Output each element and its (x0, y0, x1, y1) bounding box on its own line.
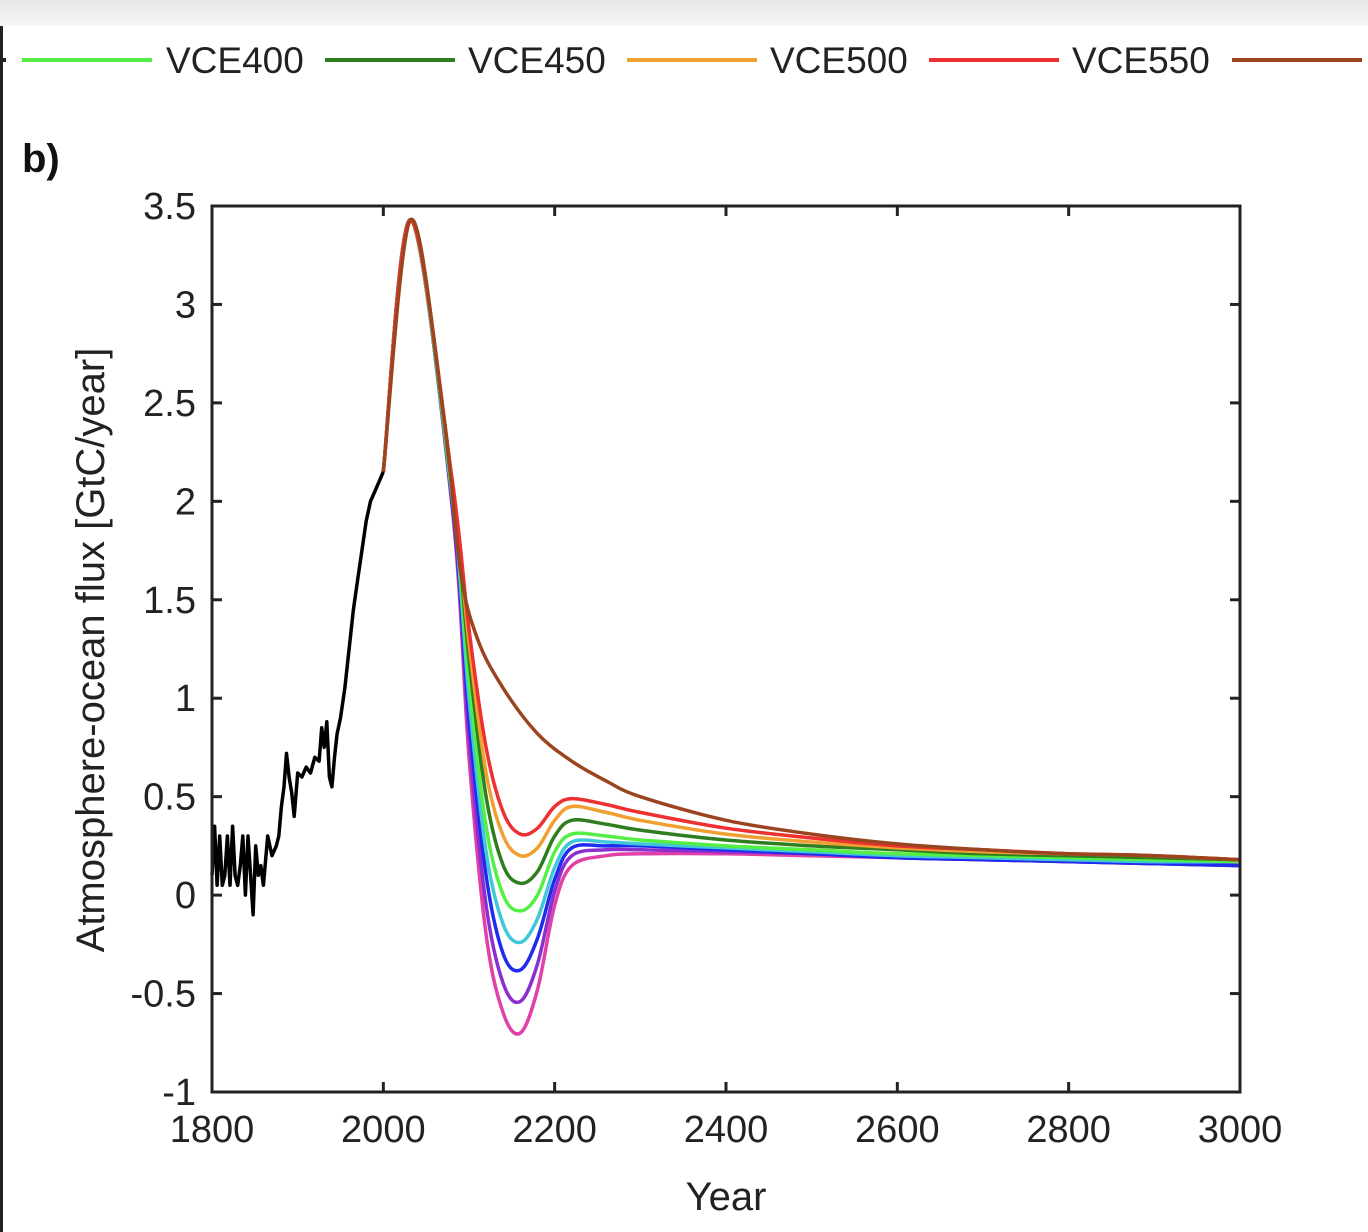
series-line-vce400 (381, 218, 1241, 913)
series-line-purple (381, 218, 1241, 1005)
y-tick-label: 0 (175, 875, 196, 917)
y-axis-title: Atmosphere-ocean flux [GtC/year] (69, 348, 113, 953)
x-tick-label: 2000 (341, 1109, 426, 1151)
x-tick-label: 3000 (1198, 1109, 1283, 1151)
series-line-vce500 (381, 218, 1241, 862)
axis-tick-labels: 1800 2000 2200 2400 2600 2800 3000 3.5 3 2.5 2 1.5 1… (131, 186, 1283, 1151)
series-line-vce450 (381, 218, 1241, 886)
series-line-magenta (381, 218, 1241, 1036)
y-tick-label: -1 (162, 1072, 196, 1114)
x-tick-label: 2800 (1026, 1109, 1111, 1151)
x-tick-label: 2600 (855, 1109, 940, 1151)
y-tick-label: -0.5 (131, 974, 196, 1016)
y-tick-label: 3 (175, 284, 196, 326)
legend-label-vce500: VCE500 (770, 40, 908, 81)
y-tick-label: 0.5 (143, 777, 196, 819)
x-tick-label: 1800 (170, 1109, 255, 1151)
plot-lines (210, 218, 1241, 1036)
y-tick-label: 3.5 (143, 186, 196, 228)
series-line-brown (381, 218, 1241, 862)
y-tick-label: 2.5 (143, 383, 196, 425)
y-tick-label: 1.5 (143, 580, 196, 622)
legend-label-vce550: VCE550 (1072, 40, 1210, 81)
x-axis-title: Year (686, 1175, 767, 1219)
series-line-historical (210, 471, 385, 917)
y-tick-label: 2 (175, 481, 196, 523)
x-tick-label: 2200 (512, 1109, 597, 1151)
plot-frame (210, 204, 1242, 1094)
legend-label-vce400: VCE400 (166, 40, 304, 81)
x-tick-label: 2400 (684, 1109, 769, 1151)
panel-label: b) (22, 137, 60, 181)
left-edge-border (0, 26, 3, 1232)
window-top-bar (0, 0, 1368, 26)
series-line-vce550 (381, 218, 1241, 862)
legend-label-vce450: VCE450 (468, 40, 606, 81)
legend: VCE400 VCE450 VCE500 VCE550 (0, 40, 1362, 81)
axis-ticks (210, 204, 1242, 1094)
y-tick-label: 1 (175, 678, 196, 720)
